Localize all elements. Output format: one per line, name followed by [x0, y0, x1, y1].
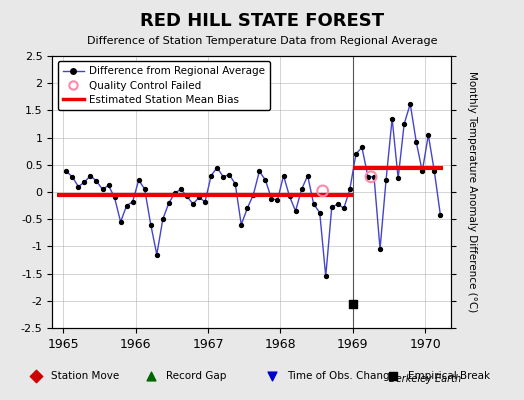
Point [249, 192, 257, 198]
Point [243, 205, 252, 212]
Point [322, 273, 330, 280]
Point [291, 208, 300, 214]
Point [86, 172, 95, 179]
Point [189, 201, 197, 207]
Point [111, 194, 119, 201]
Point [74, 183, 82, 190]
Point [177, 186, 185, 192]
Point [152, 251, 161, 258]
Point [348, 300, 357, 307]
Point [430, 168, 439, 174]
Point [418, 168, 427, 174]
Point [237, 222, 245, 228]
Point [358, 144, 366, 150]
Point [267, 195, 276, 202]
Point [279, 172, 288, 179]
Text: Time of Obs. Change: Time of Obs. Change [287, 371, 396, 381]
Point [412, 139, 420, 145]
Point [207, 172, 215, 179]
Point [400, 121, 408, 127]
Point [367, 174, 375, 180]
Point [310, 201, 318, 207]
Point [231, 181, 239, 187]
Point [62, 168, 71, 174]
Point [147, 222, 155, 228]
Point [213, 164, 221, 171]
Point [406, 101, 414, 107]
Point [123, 202, 131, 209]
Point [424, 132, 432, 138]
Point [376, 246, 384, 252]
Point [80, 179, 89, 186]
Legend: Difference from Regional Average, Quality Control Failed, Estimated Station Mean: Difference from Regional Average, Qualit… [58, 61, 270, 110]
Point [140, 186, 149, 192]
Point [128, 198, 137, 205]
Point [394, 175, 402, 182]
Point [165, 200, 173, 206]
Point [261, 177, 270, 183]
Point [364, 174, 372, 180]
Point [183, 193, 191, 200]
Point [195, 194, 203, 201]
Point [225, 171, 233, 178]
Point [334, 201, 342, 207]
Point [219, 174, 227, 180]
Text: Station Move: Station Move [51, 371, 119, 381]
Text: Difference of Station Temperature Data from Regional Average: Difference of Station Temperature Data f… [87, 36, 437, 46]
Point [99, 186, 107, 192]
Point [382, 177, 390, 183]
Point [255, 168, 264, 174]
Point [273, 197, 281, 203]
Point [104, 182, 113, 189]
Point [92, 178, 101, 184]
Point [286, 193, 294, 200]
Point [201, 198, 209, 205]
Point [159, 216, 167, 222]
Point [171, 190, 179, 196]
Text: Record Gap: Record Gap [167, 371, 227, 381]
Text: RED HILL STATE FOREST: RED HILL STATE FOREST [140, 12, 384, 30]
Point [352, 151, 360, 157]
Point [116, 219, 125, 225]
Point [370, 174, 378, 180]
Point [388, 115, 396, 122]
Point [315, 210, 324, 216]
Y-axis label: Monthly Temperature Anomaly Difference (°C): Monthly Temperature Anomaly Difference (… [467, 71, 477, 313]
Point [340, 205, 348, 212]
Point [328, 204, 336, 210]
Text: Empirical Break: Empirical Break [408, 371, 490, 381]
Point [135, 177, 143, 183]
Point [303, 172, 312, 179]
Point [486, 191, 495, 197]
Point [346, 186, 354, 192]
Point [436, 212, 444, 218]
Point [68, 174, 77, 180]
Text: Berkeley Earth: Berkeley Earth [389, 374, 461, 384]
Point [298, 186, 306, 192]
Point [319, 188, 327, 194]
